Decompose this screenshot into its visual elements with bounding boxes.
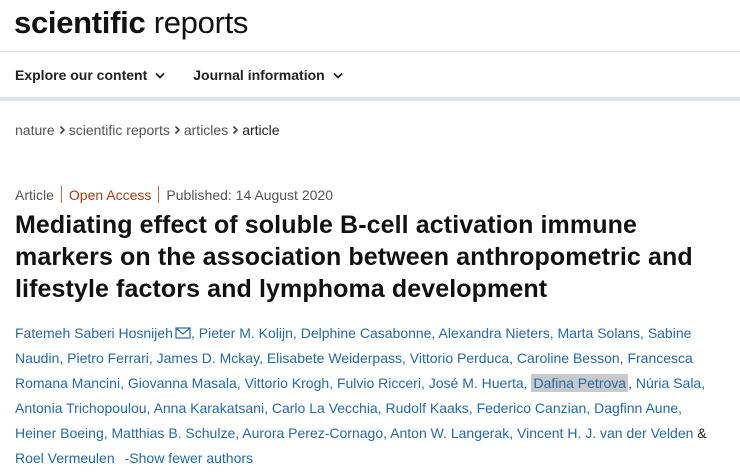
breadcrumb-scientific-reports[interactable]: scientific reports (68, 122, 170, 138)
author-separator: , (190, 325, 199, 341)
author-ampersand: & (693, 425, 707, 441)
article-type: Article (15, 186, 54, 203)
author-separator: , (120, 375, 128, 391)
article-title: Mediating effect of soluble B-cell activ… (15, 211, 693, 303)
breadcrumb: nature scientific reports articles artic… (15, 122, 280, 138)
author-link[interactable]: Aurora Perez-Cornago (242, 425, 384, 441)
breadcrumb-nature[interactable]: nature (15, 122, 55, 138)
author-separator: , (103, 425, 112, 441)
breadcrumb-articles[interactable]: articles (183, 122, 229, 138)
author-link[interactable]: Sabine Naudin (15, 325, 692, 366)
author-link[interactable]: Marta Solans (557, 325, 641, 341)
author-separator: , (59, 350, 68, 366)
author-list: Fatemeh Saberi Hosnijeh, Pieter M. Kolij… (15, 321, 715, 471)
author-link[interactable]: Delphine Casabonne (300, 325, 432, 341)
author-link[interactable]: Pieter M. Kolijn (198, 325, 293, 341)
author-separator: , (586, 400, 595, 416)
author-separator: , (264, 400, 272, 416)
show-fewer-authors-link[interactable]: -Show fewer authors (124, 450, 254, 466)
published-date: Published: 14 August 2020 (166, 186, 333, 203)
author-link[interactable]: Antonia Trichopoulou (15, 400, 147, 416)
author-separator: , (146, 400, 154, 416)
logo-regular: reports (153, 5, 249, 40)
author-separator: , (468, 400, 477, 416)
author-separator: , (148, 350, 157, 366)
logo-bold: scientific (14, 5, 146, 40)
author-separator: , (509, 425, 517, 441)
author-link[interactable]: Heiner Boeing (15, 425, 104, 441)
author-separator: , (236, 375, 245, 391)
author-separator: , (235, 425, 243, 441)
author-link[interactable]: Vittorio Perduca (409, 350, 510, 366)
author-link[interactable]: Carlo La Vecchia (271, 400, 378, 416)
nav-label: Explore our content (15, 67, 148, 83)
author-link[interactable]: José M. Huerta (428, 375, 524, 391)
author-separator: , (619, 350, 628, 366)
author-link[interactable]: Fatemeh Saberi Hosnijeh (15, 325, 173, 341)
author-link[interactable]: Anna Karakatsani (153, 400, 265, 416)
meta-divider (158, 186, 160, 203)
chevron-right-icon (174, 125, 180, 135)
author-link[interactable]: Dafina Petrova (531, 374, 629, 392)
author-link[interactable]: Federico Canzian (476, 400, 587, 416)
chevron-right-icon (59, 125, 65, 135)
author-link[interactable]: Pietro Ferrari (67, 350, 149, 366)
author-separator: , (402, 350, 410, 366)
meta-divider (60, 186, 62, 203)
author-separator: , (628, 375, 636, 391)
author-link[interactable]: Vittorio Krogh (244, 375, 330, 391)
author-separator: , (523, 375, 532, 391)
author-separator: , (420, 375, 429, 391)
author-separator: , (701, 375, 706, 391)
nav-journal-information[interactable]: Journal information (193, 66, 343, 84)
author-link[interactable]: Rudolf Kaaks (385, 400, 469, 416)
site-logo[interactable]: scientific reports (14, 5, 248, 41)
author-separator: , (383, 425, 391, 441)
header-divider (0, 51, 740, 52)
author-separator: , (377, 400, 386, 416)
author-link[interactable]: Alexandra Nieters (438, 325, 550, 341)
author-link[interactable]: Roel Vermeulen (15, 450, 115, 466)
author-separator: , (259, 350, 267, 366)
author-link[interactable]: Fulvio Ricceri (336, 375, 421, 391)
author-separator: , (329, 375, 337, 391)
nav-explore-our-content[interactable]: Explore our content (15, 66, 165, 84)
chevron-right-icon (233, 125, 239, 135)
author-link[interactable]: Francesca Romana Mancini (15, 350, 693, 391)
article-meta: Article Open Access Published: 14 August… (15, 186, 333, 203)
author-separator: , (509, 350, 517, 366)
author-separator: , (431, 325, 439, 341)
main-nav: Explore our content Journal information (15, 66, 371, 84)
nav-label: Journal information (193, 67, 325, 83)
author-link[interactable]: Vincent H. J. van der Velden (517, 425, 694, 441)
author-separator: , (640, 325, 648, 341)
chevron-down-icon (155, 72, 165, 79)
author-separator: , (549, 325, 558, 341)
author-link[interactable]: Núria Sala (635, 375, 702, 391)
author-separator: , (292, 325, 301, 341)
breadcrumb-current: article (242, 122, 280, 138)
author-link[interactable]: Elisabete Weiderpass (266, 350, 402, 366)
author-link[interactable]: Matthias B. Schulze (111, 425, 236, 441)
author-link[interactable]: Dagfinn Aune (594, 400, 679, 416)
nav-divider (0, 97, 740, 101)
author-link[interactable]: Giovanna Masala (127, 375, 237, 391)
chevron-down-icon (333, 72, 343, 79)
author-link[interactable]: Anton W. Langerak (390, 425, 510, 441)
author-link[interactable]: James D. Mckay (156, 350, 260, 366)
open-access-badge: Open Access (68, 186, 152, 203)
author-link[interactable]: Caroline Besson (516, 350, 620, 366)
mail-icon[interactable] (175, 327, 191, 339)
author-separator: , (678, 400, 683, 416)
